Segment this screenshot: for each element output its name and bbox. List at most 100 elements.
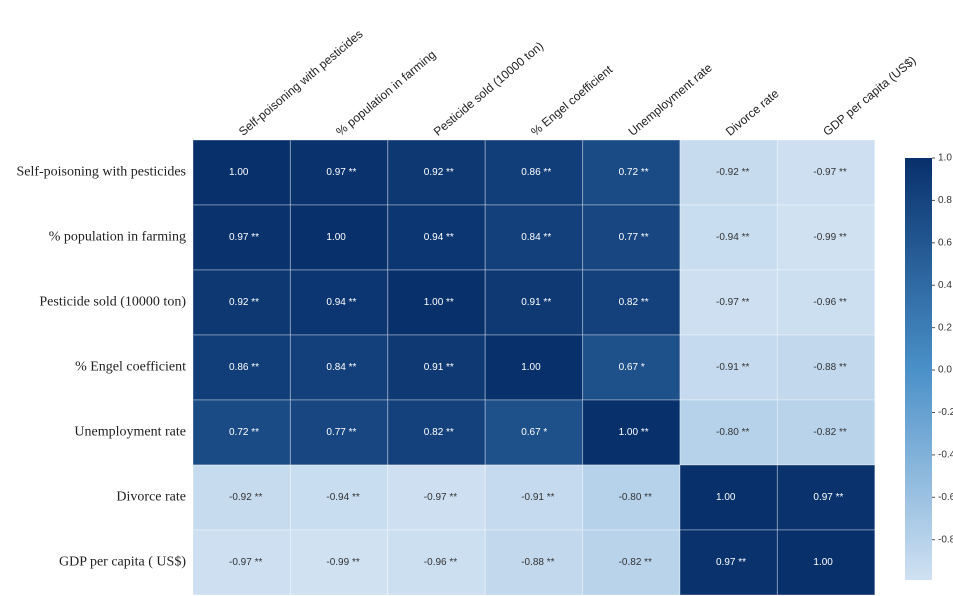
cell-label: 0.94 ** — [326, 297, 356, 308]
cell-label: 1.00 ** — [619, 427, 649, 438]
cell-label: 0.92 ** — [229, 297, 259, 308]
cell-label: 0.91 ** — [424, 362, 454, 373]
colorbar-tick-label: -0.8 — [938, 534, 953, 545]
colorbar-tick-label: 0.0 — [938, 365, 952, 376]
row-label: GDP per capita ( US$) — [59, 555, 186, 570]
heatmap-cell — [679, 269, 778, 336]
row-label: % population in farming — [49, 230, 186, 245]
heatmap-cell — [192, 204, 291, 271]
cell-label: 1.00 ** — [424, 297, 454, 308]
heatmap-cell — [679, 139, 778, 206]
heatmap-cell — [776, 334, 876, 401]
cell-label: -0.94 ** — [716, 232, 749, 243]
cell-label: 0.67 * — [521, 427, 547, 438]
cell-label: -0.88 ** — [813, 362, 846, 373]
heatmap-cell — [679, 204, 778, 271]
cell-label: 0.84 ** — [521, 232, 551, 243]
cell-label: -0.82 ** — [813, 427, 846, 438]
heatmap-cell — [289, 139, 389, 206]
cell-label: -0.97 ** — [229, 557, 262, 568]
cell-label: 0.92 ** — [424, 167, 454, 178]
cell-label: 0.82 ** — [424, 427, 454, 438]
column-label: Pesticide sold (10000 ton) — [431, 39, 546, 139]
row-label: Unemployment rate — [74, 425, 186, 440]
heatmap-cell — [289, 269, 389, 336]
cell-label: 0.91 ** — [521, 297, 551, 308]
heatmap-cell — [484, 334, 584, 401]
cell-label: -0.97 ** — [424, 492, 457, 503]
heatmap-cell — [387, 399, 486, 466]
cell-label: -0.80 ** — [716, 427, 749, 438]
heatmap-cell — [776, 399, 876, 466]
cell-label: -0.99 ** — [326, 557, 359, 568]
cell-label: 0.72 ** — [229, 427, 259, 438]
heatmap-cell — [582, 139, 681, 206]
heatmap-cell — [192, 464, 291, 531]
cell-label: -0.91 ** — [521, 492, 554, 503]
heatmap-cell — [679, 529, 778, 596]
cell-label: 0.77 ** — [326, 427, 356, 438]
cell-label: 0.97 ** — [229, 232, 259, 243]
row-label: Self-poisoning with pesticides — [16, 165, 186, 180]
heatmap-cell — [192, 139, 291, 206]
cell-label: 0.97 ** — [813, 492, 843, 503]
cell-label: 1.00 — [326, 232, 346, 243]
heatmap-cell — [192, 334, 291, 401]
row-label: Divorce rate — [116, 490, 186, 505]
column-label: Divorce rate — [723, 86, 782, 139]
cell-label: 0.82 ** — [619, 297, 649, 308]
cell-label: 0.86 ** — [229, 362, 259, 373]
cell-label: 0.97 ** — [326, 167, 356, 178]
cell-label: -0.97 ** — [813, 167, 846, 178]
heatmap-cell — [776, 204, 876, 271]
cell-label: 0.72 ** — [619, 167, 649, 178]
cell-label: 1.00 — [229, 167, 249, 178]
cell-label: 0.86 ** — [521, 167, 551, 178]
heatmap-cell — [484, 139, 584, 206]
colorbar-tick-label: 0.8 — [938, 195, 952, 206]
heatmap-cell — [484, 269, 584, 336]
colorbar-tick-label: -0.6 — [938, 492, 953, 503]
heatmap-cell — [387, 269, 486, 336]
heatmap-cell — [387, 334, 486, 401]
heatmap-cell — [192, 529, 291, 596]
cell-label: 0.97 ** — [716, 557, 746, 568]
cell-label: -0.82 ** — [619, 557, 652, 568]
cell-label: -0.92 ** — [716, 167, 749, 178]
cell-label: 1.00 — [716, 492, 736, 503]
heatmap-cell — [387, 204, 486, 271]
cell-label: 0.77 ** — [619, 232, 649, 243]
cell-label: -0.91 ** — [716, 362, 749, 373]
colorbar-tick-label: -0.2 — [938, 407, 953, 418]
cell-label: 1.00 — [521, 362, 541, 373]
colorbar-tick-label: -0.4 — [938, 450, 953, 461]
cell-label: 0.84 ** — [326, 362, 356, 373]
column-label: Unemployment rate — [626, 60, 715, 138]
heatmap-cell — [387, 139, 486, 206]
colorbar-tick-label: 0.2 — [938, 322, 952, 333]
heatmap-cell — [582, 529, 681, 596]
cell-label: 1.00 — [813, 557, 833, 568]
heatmap-cell — [582, 464, 681, 531]
heatmap-cell — [679, 334, 778, 401]
heatmap-cell — [776, 529, 876, 596]
colorbar-tick-label: 0.6 — [938, 237, 952, 248]
heatmap-cell — [582, 269, 681, 336]
cell-label: -0.92 ** — [229, 492, 262, 503]
cell-label: -0.99 ** — [813, 232, 846, 243]
colorbar-tick-label: 1.0 — [938, 153, 952, 164]
column-label: GDP per capita (US$) — [820, 53, 918, 139]
column-label: % Engel coefficient — [528, 62, 616, 139]
heatmap-cell — [484, 529, 584, 596]
row-label: Pesticide sold (10000 ton) — [39, 295, 186, 310]
cell-label: 0.94 ** — [424, 232, 454, 243]
colorbar — [905, 158, 932, 580]
column-label: % population in farming — [333, 47, 438, 138]
cell-label: -0.96 ** — [424, 557, 457, 568]
heatmap-cell — [289, 334, 389, 401]
cell-label: -0.97 ** — [716, 297, 749, 308]
heatmap-cell — [484, 464, 584, 531]
row-label: % Engel coefficient — [75, 360, 186, 375]
cell-label: -0.94 ** — [326, 492, 359, 503]
